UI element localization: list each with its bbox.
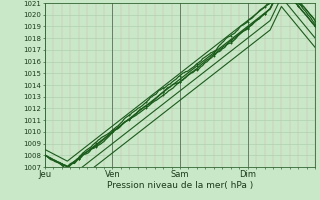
X-axis label: Pression niveau de la mer( hPa ): Pression niveau de la mer( hPa ) [107, 181, 253, 190]
